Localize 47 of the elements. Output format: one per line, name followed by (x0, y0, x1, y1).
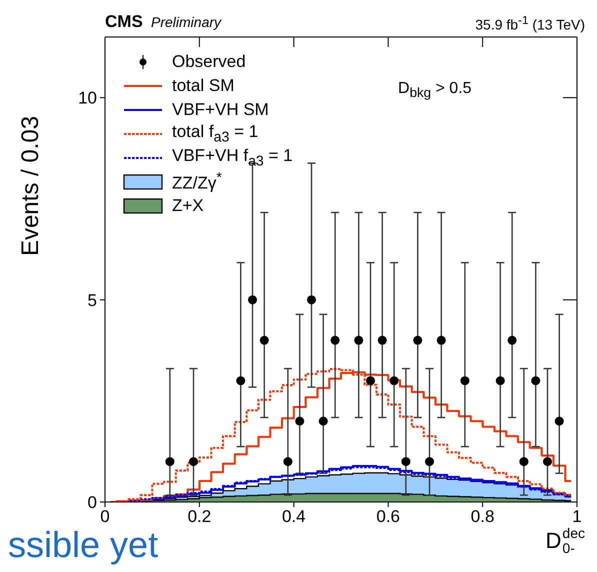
point (378, 336, 387, 345)
point (519, 457, 528, 466)
legend-label: VBF+VH f$_{a3}$ = 1 (172, 146, 293, 170)
legend-label: Observed (172, 52, 246, 72)
point (543, 457, 552, 466)
point (330, 336, 340, 345)
point (413, 336, 422, 345)
text: ssible yet (8, 524, 158, 566)
point (401, 457, 410, 466)
x-tick-label: 0.8 (470, 507, 494, 526)
point (295, 416, 304, 426)
point (366, 376, 375, 386)
point (508, 336, 517, 345)
x-tick-label: 1 (572, 507, 582, 526)
text: CMS (105, 12, 143, 32)
point (460, 376, 470, 386)
point (307, 295, 316, 304)
point (189, 457, 198, 466)
x-tick-label: 0 (100, 507, 110, 526)
legend-label: total SM (172, 76, 234, 96)
point (248, 295, 257, 304)
annotation: D$_{bkg}$ > 0.5 (398, 80, 472, 100)
text: Preliminary (151, 14, 222, 30)
legend-label: VBF+VH SM (172, 100, 269, 120)
y-tick-label: 10 (78, 88, 97, 108)
y-axis-title: Events / 0.03 (17, 116, 45, 256)
point (390, 376, 399, 386)
point (554, 416, 564, 426)
legend-label: ZZ/Zγ$^{*}$ (172, 170, 222, 194)
point (531, 376, 540, 386)
point (283, 457, 292, 466)
x-tick-label: 0.2 (188, 507, 212, 526)
x-tick-label: 0.4 (282, 507, 306, 526)
point (354, 336, 364, 345)
point (318, 416, 328, 426)
legend-label: Z+X (172, 196, 204, 216)
point (496, 376, 505, 386)
point (236, 376, 246, 386)
x-tick-label: 0.6 (376, 507, 400, 526)
legend-label: total f$_{a3}$ = 1 (172, 122, 258, 146)
y-tick-label: 0 (88, 493, 97, 512)
point (425, 457, 434, 466)
point (260, 336, 269, 345)
point (165, 457, 174, 466)
text: 35.9 fb$^{-1}$ (13 TeV) (475, 14, 585, 33)
point (436, 336, 446, 345)
y-tick-label: 5 (88, 290, 97, 310)
